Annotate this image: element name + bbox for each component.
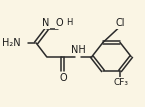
Text: NH: NH	[71, 45, 85, 55]
Text: N: N	[42, 18, 50, 28]
Text: CF₃: CF₃	[113, 77, 128, 87]
Text: O: O	[55, 18, 63, 28]
Text: H: H	[66, 18, 72, 27]
Text: O: O	[59, 73, 67, 83]
Text: Cl: Cl	[116, 18, 125, 28]
Text: H₂N: H₂N	[2, 38, 20, 48]
